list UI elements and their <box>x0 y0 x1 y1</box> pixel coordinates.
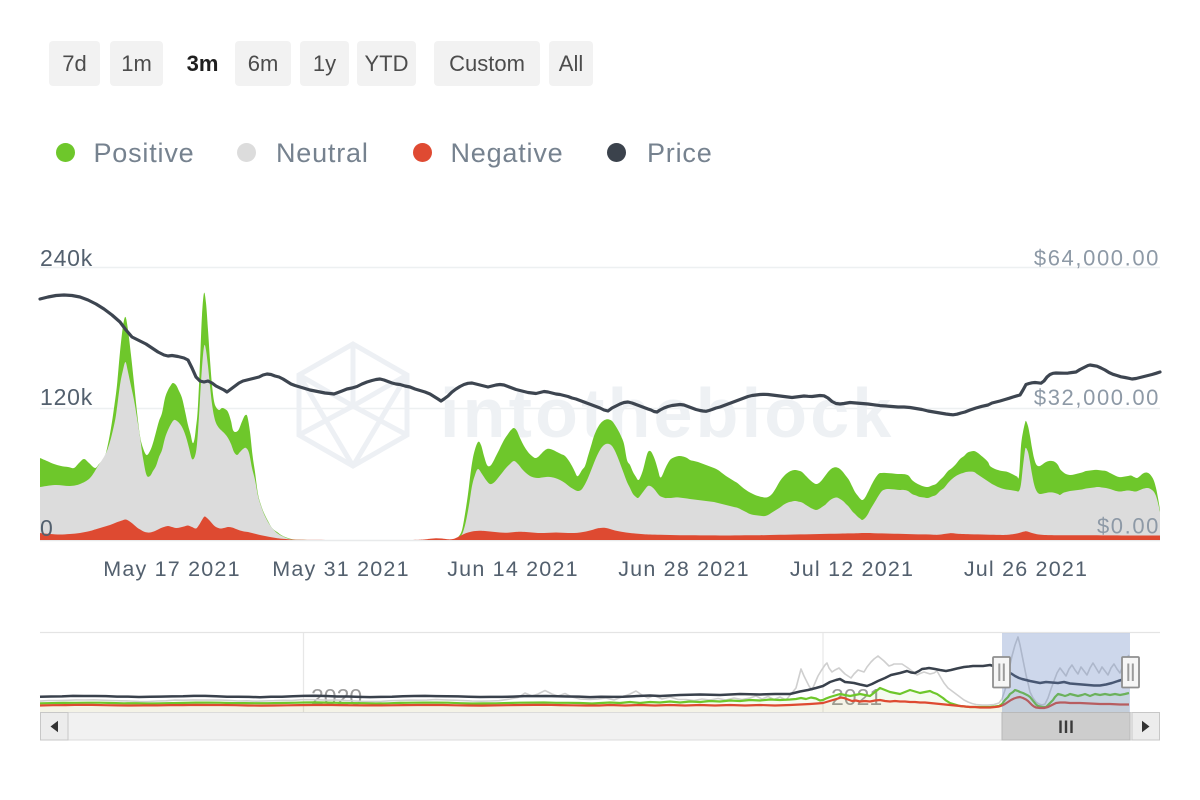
svg-text:May 17 2021: May 17 2021 <box>103 557 241 581</box>
svg-text:Jul 26 2021: Jul 26 2021 <box>964 557 1088 581</box>
svg-text:240k: 240k <box>40 245 93 271</box>
svg-text:$64,000.00: $64,000.00 <box>1034 246 1160 271</box>
svg-text:120k: 120k <box>40 384 93 410</box>
svg-text:Jun 14 2021: Jun 14 2021 <box>447 557 579 581</box>
svg-text:$32,000.00: $32,000.00 <box>1034 385 1160 410</box>
svg-text:0: 0 <box>40 515 54 541</box>
svg-text:$0.00: $0.00 <box>1097 514 1160 539</box>
svg-text:Jun 28 2021: Jun 28 2021 <box>618 557 750 581</box>
svg-text:Jul 12 2021: Jul 12 2021 <box>790 557 914 581</box>
svg-text:May 31 2021: May 31 2021 <box>272 557 410 581</box>
